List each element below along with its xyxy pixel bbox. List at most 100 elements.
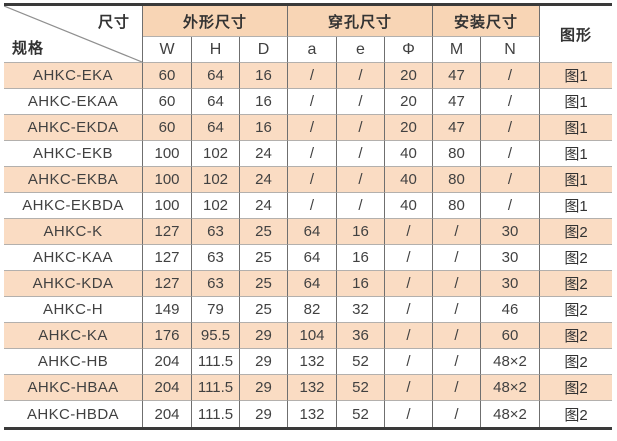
cell-figure: 图2 — [540, 219, 613, 245]
table-row: AHKC-K 127 63 25 64 16//30 图2 — [4, 219, 613, 245]
cell-value: 16 — [337, 271, 385, 297]
cell-value: 132 — [288, 401, 337, 427]
cell-value: 25 — [240, 297, 288, 323]
cell-value: / — [385, 323, 433, 349]
cell-value: 16 — [240, 115, 288, 141]
cell-value: / — [385, 349, 433, 375]
cell-value: 63 — [192, 271, 240, 297]
cell-figure: 图1 — [540, 115, 613, 141]
group-header-outline-dimensions: 外形尺寸 — [143, 6, 288, 37]
cell-value: 52 — [337, 375, 385, 401]
cell-value: 204 — [143, 375, 192, 401]
cell-value: 29 — [240, 323, 288, 349]
cell-spec: AHKC-KDA — [4, 271, 143, 297]
cell-value: 16 — [337, 245, 385, 271]
cell-value: 127 — [143, 219, 192, 245]
cell-value: 36 — [337, 323, 385, 349]
cell-value: 25 — [240, 245, 288, 271]
cell-figure: 图1 — [540, 167, 613, 193]
cell-value: 79 — [192, 297, 240, 323]
cell-spec: AHKC-EKAA — [4, 89, 143, 115]
cell-value: 102 — [192, 167, 240, 193]
cell-spec: AHKC-K — [4, 219, 143, 245]
subheader-h: H — [192, 37, 240, 63]
spec-table-wrapper: 尺寸 规格 外形尺寸 穿孔尺寸 安装尺寸 图形 W H D a e Φ M N … — [4, 3, 613, 430]
cell-figure: 图2 — [540, 245, 613, 271]
cell-value: / — [433, 271, 481, 297]
table-row: AHKC-EKA 60 64 16//20 47/图1 — [4, 63, 613, 89]
cell-value: 80 — [433, 193, 481, 219]
cell-figure: 图2 — [540, 375, 613, 401]
subheader-w: W — [143, 37, 192, 63]
cell-value: 40 — [385, 141, 433, 167]
cell-value: / — [433, 401, 481, 427]
cell-value: 48×2 — [481, 375, 541, 401]
cell-value: 204 — [143, 401, 192, 427]
cell-value: / — [288, 193, 337, 219]
cell-value: / — [481, 193, 541, 219]
cell-value: 63 — [192, 219, 240, 245]
cell-value: 32 — [337, 297, 385, 323]
subheader-a: a — [288, 37, 337, 63]
cell-value: / — [433, 245, 481, 271]
cell-value: / — [288, 167, 337, 193]
cell-figure: 图2 — [564, 406, 588, 424]
cell-value: / — [385, 219, 433, 245]
cell-value: 46 — [481, 297, 541, 323]
cell-value: / — [385, 401, 433, 427]
corner-label-spec: 规格 — [12, 40, 45, 57]
cell-value: 132 — [288, 349, 337, 375]
cell-figure: 图2 — [540, 349, 613, 375]
cell-value: / — [337, 167, 385, 193]
group-header-perforation-dimensions: 穿孔尺寸 — [288, 6, 433, 37]
cell-figure: 图2 — [540, 297, 613, 323]
cell-value: 30 — [481, 219, 541, 245]
cell-value: / — [288, 63, 337, 89]
cell-value: 16 — [337, 219, 385, 245]
cell-spec: AHKC-KAA — [4, 245, 143, 271]
cell-value: 60 — [143, 115, 192, 141]
cell-value: 60 — [143, 63, 192, 89]
cell-value: 20 — [385, 63, 433, 89]
cell-value: 127 — [143, 271, 192, 297]
cell-value: 111.5 — [192, 375, 240, 401]
cell-value: / — [337, 141, 385, 167]
cell-value: 25 — [240, 219, 288, 245]
cell-value: 40 — [385, 167, 433, 193]
cell-value: 64 — [192, 89, 240, 115]
cell-value: / — [288, 115, 337, 141]
cell-figure: 图2 — [540, 271, 613, 297]
table-row: AHKC-KAA 127 63 25 64 16//30 图2 — [4, 245, 613, 271]
table-body: AHKC-EKA 60 64 16//20 47/图1 AHKC-EKAA 60 64 16//… — [4, 63, 613, 427]
cell-value: 24 — [240, 141, 288, 167]
cell-value: 30 — [481, 245, 541, 271]
cell-value: 24 — [240, 193, 288, 219]
cell-value: / — [337, 193, 385, 219]
cell-value: 47 — [433, 89, 481, 115]
figure-column-header: 图形 — [540, 6, 613, 63]
cell-value: 64 — [192, 115, 240, 141]
cell-value: 204 — [143, 349, 192, 375]
table-row: AHKC-KA 176 95.5 29 104 36//60 图2 — [4, 323, 613, 349]
cell-value: / — [481, 89, 541, 115]
cell-spec: AHKC-EKBDA — [4, 193, 143, 219]
table-row: AHKC-HBDA 204 111.5 29 132 52//48×2 图2 — [4, 401, 612, 427]
cell-value: 64 — [288, 271, 337, 297]
cell-value: 132 — [288, 375, 337, 401]
cell-value: 176 — [143, 323, 192, 349]
cell-value: / — [433, 349, 481, 375]
cell-figure: 图1 — [540, 193, 613, 219]
cell-value: / — [288, 89, 337, 115]
cell-value: 52 — [337, 349, 385, 375]
cell-value: / — [481, 63, 541, 89]
subheader-m: M — [433, 37, 481, 63]
cell-value: 24 — [240, 167, 288, 193]
cell-value: 40 — [385, 193, 433, 219]
table-row: AHKC-H 149 79 25 82 32//46 图2 — [4, 297, 613, 323]
cell-value: 47 — [433, 115, 481, 141]
cell-value: 29 — [240, 401, 288, 427]
table-row: AHKC-HBAA 204 111.5 29 132 52//48×2 图2 — [4, 375, 613, 401]
cell-value: 100 — [143, 167, 192, 193]
cell-value: 111.5 — [192, 349, 240, 375]
cell-spec: AHKC-EKA — [4, 63, 143, 89]
